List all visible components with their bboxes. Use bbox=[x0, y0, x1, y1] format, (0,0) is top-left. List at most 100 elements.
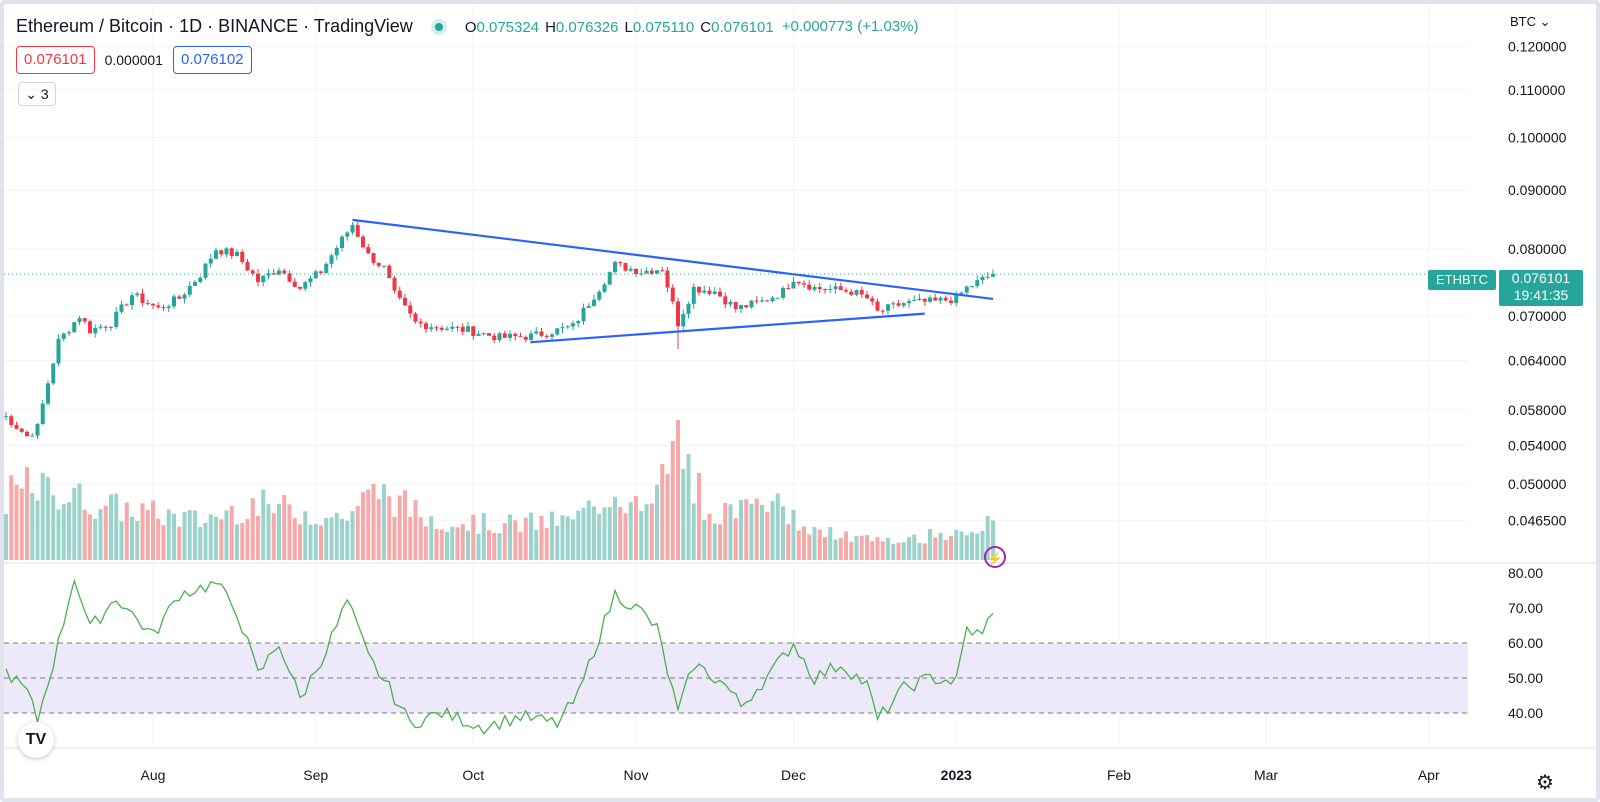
volume-bar bbox=[959, 531, 964, 560]
price-axis-label: 0.050000 bbox=[1508, 476, 1567, 492]
volume-bar bbox=[30, 492, 35, 560]
lightning-icon[interactable]: ⚡ bbox=[984, 546, 1006, 568]
time-axis-label: Mar bbox=[1254, 767, 1278, 783]
volume-bar bbox=[9, 475, 14, 560]
volume-bar bbox=[697, 472, 701, 560]
sell-price-button[interactable]: 0.076101 bbox=[16, 46, 95, 74]
volume-bar bbox=[319, 525, 323, 560]
price-axis-label: 0.110000 bbox=[1508, 82, 1566, 98]
currency-selector[interactable]: BTC ⌄ bbox=[1510, 14, 1551, 30]
volume-bar bbox=[413, 500, 418, 560]
candle-body bbox=[518, 336, 523, 338]
candle-body bbox=[72, 322, 77, 333]
candle-body bbox=[82, 318, 87, 322]
volume-bar bbox=[954, 529, 959, 560]
candle-body bbox=[303, 282, 308, 289]
candle-body bbox=[739, 305, 743, 310]
candle-body bbox=[676, 301, 680, 327]
volume-bar bbox=[429, 516, 434, 560]
candle-body bbox=[880, 310, 885, 312]
volume-bar bbox=[702, 519, 707, 560]
candle-body bbox=[560, 327, 565, 329]
candle-body bbox=[445, 328, 449, 330]
candle-body bbox=[592, 299, 596, 307]
candle-body bbox=[718, 291, 722, 297]
candle-body bbox=[287, 273, 292, 282]
candle-body bbox=[471, 326, 476, 336]
volume-bar bbox=[156, 518, 161, 560]
candle-body bbox=[219, 250, 224, 255]
currency-label: BTC bbox=[1510, 14, 1536, 29]
volume-bar bbox=[35, 500, 40, 560]
candle-body bbox=[403, 297, 407, 306]
volume-bar bbox=[245, 519, 250, 560]
candle-body bbox=[833, 286, 838, 290]
buy-price-button[interactable]: 0.076102 bbox=[172, 46, 252, 74]
candle-body bbox=[901, 303, 906, 306]
candle-body bbox=[418, 321, 423, 324]
candle-body bbox=[791, 281, 796, 289]
candle-body bbox=[891, 303, 896, 305]
candle-body bbox=[424, 323, 428, 330]
tradingview-logo-icon[interactable]: TV bbox=[18, 722, 54, 758]
candle-body bbox=[397, 290, 402, 298]
candle-body bbox=[964, 286, 969, 293]
volume-bar bbox=[403, 490, 407, 560]
volume-bar bbox=[985, 515, 990, 560]
candle-body bbox=[859, 290, 864, 295]
volume-bar bbox=[124, 502, 129, 560]
volume-bar bbox=[224, 510, 229, 560]
candle-body bbox=[245, 261, 250, 271]
candle-body bbox=[949, 300, 953, 303]
ohlc-value-O: 0.075324 bbox=[476, 19, 540, 36]
volume-bar bbox=[371, 483, 376, 560]
volume-bar bbox=[140, 503, 145, 560]
candle-body bbox=[40, 403, 45, 424]
volume-bar bbox=[476, 533, 481, 560]
symbol-price-badge: ETHBTC bbox=[1428, 270, 1496, 290]
indicators-toggle-button[interactable]: ⌄ 3 bbox=[18, 82, 56, 106]
candle-body bbox=[639, 273, 644, 275]
candle-body bbox=[46, 383, 50, 404]
candle-body bbox=[781, 287, 785, 298]
candle-body bbox=[508, 333, 512, 338]
candle-body bbox=[744, 305, 749, 308]
chart-title[interactable]: Ethereum / Bitcoin · 1D · BINANCE · Trad… bbox=[16, 16, 413, 36]
volume-bar bbox=[781, 506, 785, 560]
volume-bar bbox=[298, 524, 302, 560]
candle-body bbox=[282, 270, 287, 274]
volume-bar bbox=[802, 526, 806, 560]
candle-body bbox=[712, 291, 717, 295]
volume-bar bbox=[518, 531, 523, 560]
volume-bar bbox=[250, 498, 255, 560]
rsi-line bbox=[5, 578, 994, 735]
time-axis-label: Nov bbox=[624, 767, 649, 783]
volume-bar bbox=[628, 502, 633, 560]
volume-bar bbox=[754, 498, 759, 560]
price-axis-label: 0.058000 bbox=[1508, 402, 1567, 418]
candle-body bbox=[261, 275, 266, 283]
volume-bar bbox=[14, 484, 19, 560]
volume-bar bbox=[707, 513, 712, 560]
volume-bar bbox=[791, 509, 796, 560]
candle-body bbox=[187, 285, 192, 295]
gear-icon[interactable]: ⚙ bbox=[1536, 772, 1554, 794]
volume-bar bbox=[891, 543, 896, 560]
candle-body bbox=[114, 311, 119, 328]
ohlc-label-O: O bbox=[464, 19, 477, 36]
volume-bar bbox=[277, 504, 281, 560]
volume-bar bbox=[109, 494, 113, 560]
price-axis-label: 0.070000 bbox=[1508, 308, 1567, 324]
candle-body bbox=[145, 303, 150, 305]
volume-bar bbox=[565, 516, 570, 560]
candle-body bbox=[849, 291, 854, 295]
volume-bar bbox=[691, 503, 696, 560]
volume-bar bbox=[56, 509, 61, 560]
candle-body bbox=[875, 301, 880, 311]
candle-body bbox=[387, 265, 392, 279]
trade-buttons: 0.076101 0.000001 0.076102 bbox=[16, 46, 252, 74]
candle-body bbox=[539, 331, 544, 336]
volume-bar bbox=[723, 502, 728, 560]
volume-bar bbox=[25, 467, 29, 560]
